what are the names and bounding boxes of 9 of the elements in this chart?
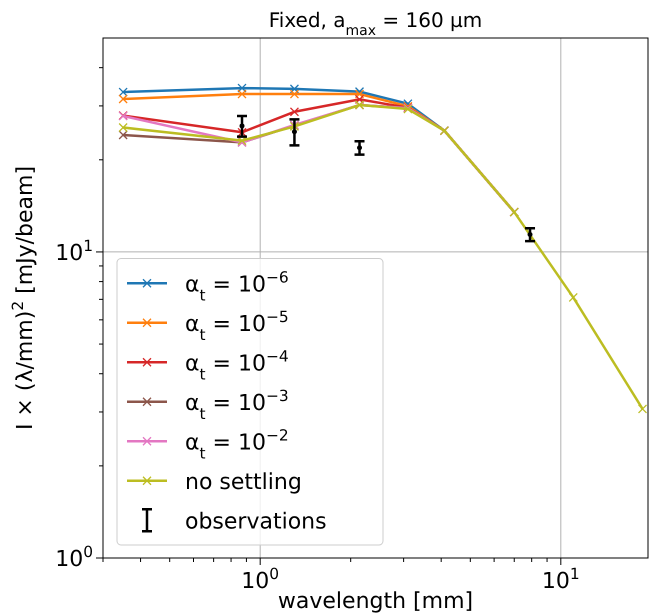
legend-label: α$_{t}$ = 10$^{−5}$ <box>185 308 289 344</box>
legend-label: α$_{t}$ = 10$^{−2}$ <box>185 426 289 462</box>
legend-label: no settling <box>185 470 302 495</box>
legend-label: observations <box>185 509 327 534</box>
legend-label: α$_{t}$ = 10$^{−4}$ <box>185 347 289 384</box>
legend-label: α$_{t}$ = 10$^{−6}$ <box>185 268 289 304</box>
legend-label: α$_{t}$ = 10$^{−3}$ <box>185 386 289 423</box>
chart-title: Fixed, a$_{max}$ = 160 μm <box>268 8 482 39</box>
x-axis-title: wavelength [mm] <box>278 589 474 614</box>
